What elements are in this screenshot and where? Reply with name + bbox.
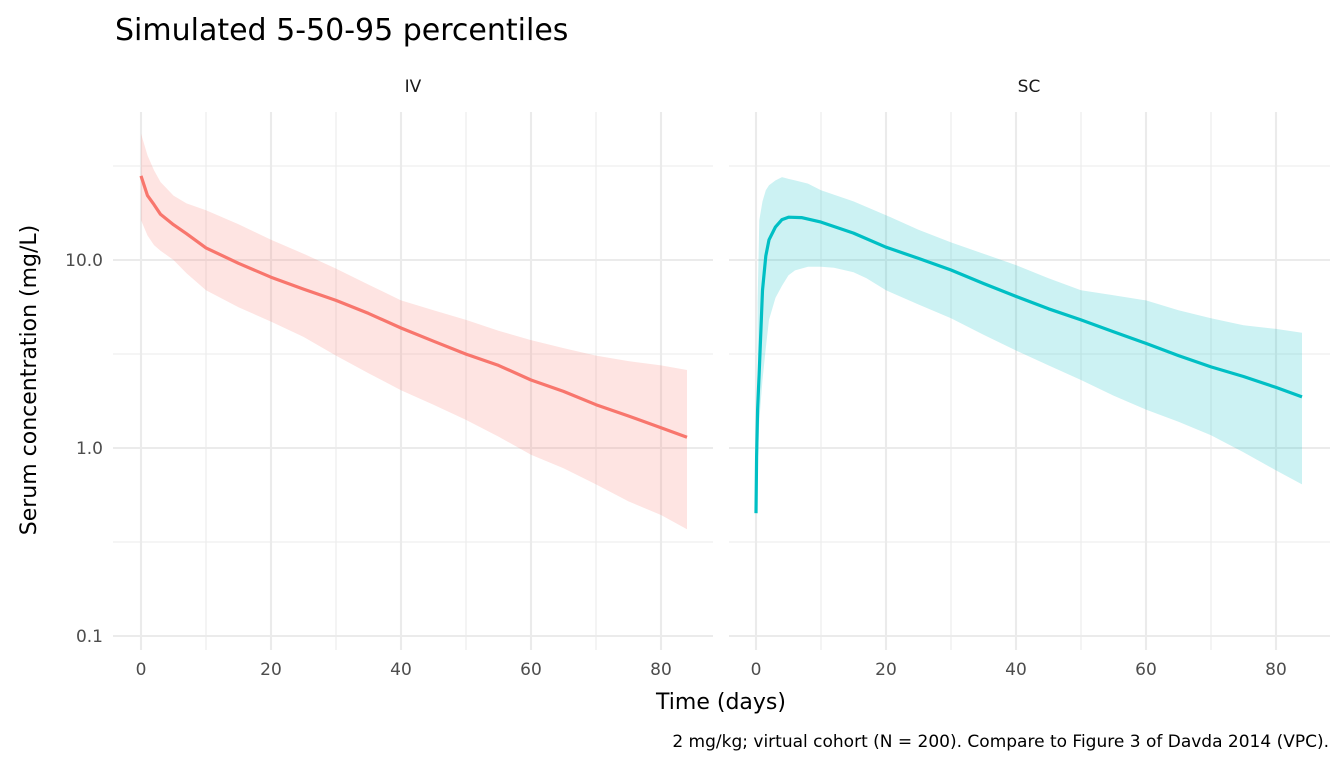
y-ticks: 0.1 1.0 10.0 bbox=[65, 251, 103, 647]
facet-panel-sc: SC 0 20 40 60 80 bbox=[729, 77, 1330, 680]
facet-panel-iv: IV 0 20 40 60 80 bbox=[113, 77, 713, 680]
facet-strip-label-iv: IV bbox=[405, 77, 422, 97]
x-tick-label: 20 bbox=[260, 660, 282, 680]
percentile-band-sc bbox=[757, 177, 1302, 485]
median-line-path-sc bbox=[754, 215, 1303, 514]
x-tick-label: 80 bbox=[1265, 660, 1287, 680]
band-iv bbox=[141, 133, 687, 530]
x-axis-title: Time (days) bbox=[655, 690, 786, 715]
median-line-path-iv bbox=[139, 175, 688, 439]
x-tick-label: 60 bbox=[1135, 660, 1157, 680]
percentile-band-iv bbox=[141, 133, 687, 530]
y-axis-title: Serum concentration (mg/L) bbox=[17, 225, 42, 536]
x-tick-label: 20 bbox=[875, 660, 897, 680]
x-tick-label: 40 bbox=[1005, 660, 1027, 680]
median-line-iv bbox=[139, 175, 688, 439]
band-sc bbox=[757, 177, 1302, 485]
y-tick-label: 0.1 bbox=[76, 627, 103, 647]
y-tick-label: 1.0 bbox=[76, 439, 103, 459]
x-tick-label: 40 bbox=[390, 660, 412, 680]
chart-caption: 2 mg/kg; virtual cohort (N = 200). Compa… bbox=[672, 732, 1329, 752]
chart-title: Simulated 5-50-95 percentiles bbox=[115, 13, 568, 48]
x-tick-label: 0 bbox=[751, 660, 762, 680]
x-ticks-iv: 0 20 40 60 80 bbox=[136, 660, 672, 680]
grid-sc bbox=[729, 112, 1330, 650]
x-tick-label: 0 bbox=[136, 660, 147, 680]
x-tick-label: 60 bbox=[520, 660, 542, 680]
median-line-sc bbox=[754, 215, 1303, 514]
x-ticks-sc: 0 20 40 60 80 bbox=[751, 660, 1287, 680]
x-tick-label: 80 bbox=[650, 660, 672, 680]
facet-strip-label-sc: SC bbox=[1018, 77, 1041, 97]
y-tick-label: 10.0 bbox=[65, 251, 103, 271]
